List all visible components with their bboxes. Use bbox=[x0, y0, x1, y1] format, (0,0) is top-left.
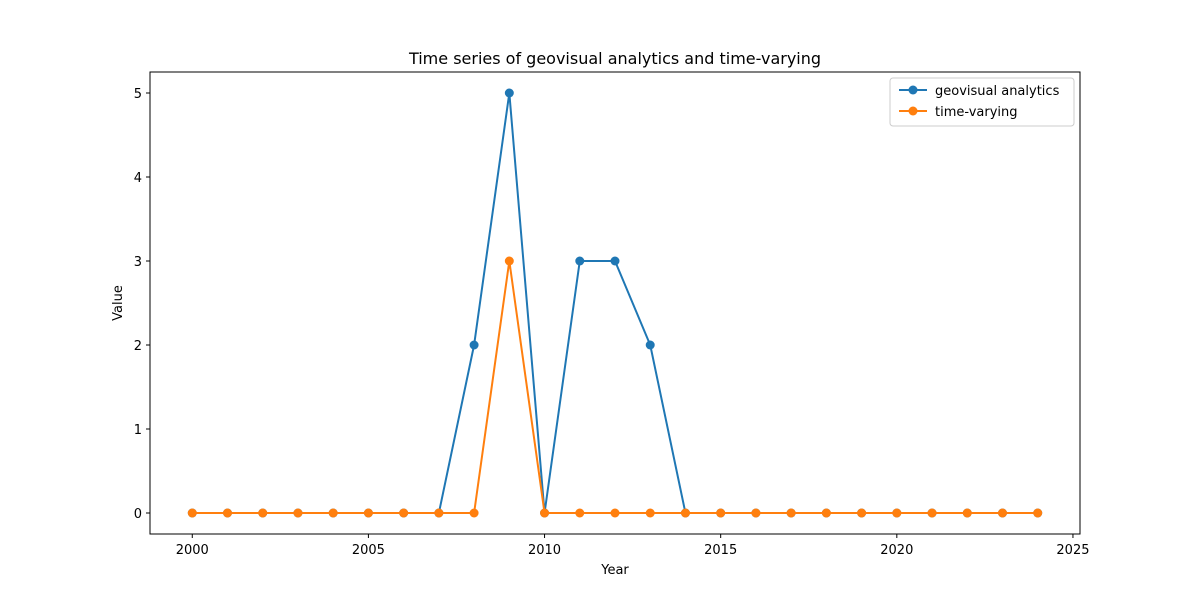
data-point bbox=[328, 508, 338, 518]
y-tick-label: 1 bbox=[134, 423, 142, 438]
data-point bbox=[434, 508, 444, 518]
legend-box bbox=[889, 77, 1075, 127]
x-tick-label: 2000 bbox=[176, 543, 209, 558]
data-point bbox=[575, 256, 585, 266]
data-point bbox=[857, 508, 867, 518]
data-point bbox=[363, 508, 373, 518]
data-point bbox=[293, 508, 303, 518]
y-axis: 0 1 2 3 4 5 bbox=[134, 87, 150, 522]
data-point bbox=[645, 340, 655, 350]
data-point bbox=[716, 508, 726, 518]
y-axis-label: Value bbox=[111, 285, 126, 321]
data-point bbox=[469, 508, 479, 518]
chart-title: Time series of geovisual analytics and t… bbox=[408, 49, 821, 68]
x-tick-label: 2010 bbox=[528, 543, 561, 558]
y-tick-label: 5 bbox=[134, 87, 142, 102]
data-point bbox=[821, 508, 831, 518]
legend-label: geovisual analytics bbox=[935, 84, 1060, 99]
data-point bbox=[1033, 508, 1043, 518]
data-point bbox=[399, 508, 409, 518]
data-point bbox=[504, 256, 514, 266]
y-tick-label: 3 bbox=[134, 255, 142, 270]
legend-item: time-varying bbox=[899, 105, 1018, 120]
legend-marker bbox=[908, 85, 918, 95]
legend-marker bbox=[908, 106, 918, 116]
x-tick-label: 2025 bbox=[1056, 543, 1089, 558]
data-point bbox=[540, 508, 550, 518]
y-tick-label: 4 bbox=[134, 171, 142, 186]
legend-label: time-varying bbox=[935, 105, 1018, 120]
data-point bbox=[645, 508, 655, 518]
data-point bbox=[223, 508, 232, 518]
data-point bbox=[998, 508, 1007, 518]
x-tick-label: 2015 bbox=[704, 543, 737, 558]
data-point bbox=[892, 508, 902, 518]
data-point bbox=[469, 340, 479, 350]
y-tick-label: 0 bbox=[134, 507, 142, 522]
data-point bbox=[927, 508, 937, 518]
data-point bbox=[575, 508, 585, 518]
data-point bbox=[187, 508, 197, 518]
data-point bbox=[504, 88, 514, 98]
series-2 bbox=[187, 256, 1043, 518]
x-axis: 2000 2005 2010 2015 2020 2025 bbox=[176, 534, 1090, 558]
data-point bbox=[610, 508, 620, 518]
y-tick-label: 2 bbox=[134, 339, 142, 354]
x-axis-label: Year bbox=[600, 563, 629, 578]
series-layer bbox=[187, 88, 1043, 518]
data-point bbox=[680, 508, 690, 518]
x-tick-label: 2005 bbox=[352, 543, 385, 558]
data-point bbox=[610, 256, 620, 266]
data-point bbox=[258, 508, 268, 518]
data-point bbox=[751, 508, 761, 518]
legend: geovisual analytics time-varying bbox=[889, 77, 1075, 127]
plot-area bbox=[149, 71, 1081, 535]
x-tick-label: 2020 bbox=[880, 543, 913, 558]
data-point bbox=[962, 508, 972, 518]
data-point bbox=[786, 508, 796, 518]
legend-item: geovisual analytics bbox=[899, 84, 1060, 99]
